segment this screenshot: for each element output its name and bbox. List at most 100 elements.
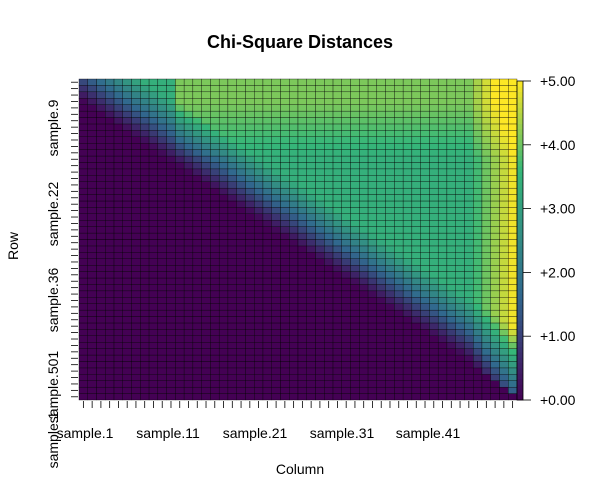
- heatmap-cell: [113, 117, 123, 125]
- heatmap-cell: [280, 374, 290, 381]
- heatmap-cell: [429, 187, 439, 195]
- heatmap-cell: [473, 284, 483, 292]
- heatmap-cell: [315, 143, 325, 150]
- heatmap-cell: [280, 239, 290, 247]
- heatmap-cell: [192, 258, 202, 266]
- heatmap-cell: [78, 194, 88, 202]
- heatmap-cell: [455, 110, 465, 118]
- heatmap-cell: [499, 98, 509, 105]
- heatmap-cell: [429, 181, 439, 189]
- heatmap-cell: [429, 265, 439, 272]
- heatmap-cell: [394, 386, 404, 394]
- heatmap-cell: [289, 342, 299, 349]
- heatmap-cell: [262, 91, 272, 99]
- heatmap-cell: [376, 380, 386, 388]
- heatmap-cell: [385, 239, 395, 247]
- heatmap-cell: [367, 322, 378, 330]
- heatmap-cell: [367, 342, 378, 349]
- heatmap-cell: [315, 258, 325, 266]
- heatmap-cell: [96, 380, 106, 388]
- heatmap-cell: [148, 143, 159, 150]
- heatmap-cell: [254, 143, 264, 150]
- heatmap-cell: [236, 380, 246, 388]
- heatmap-cell: [210, 335, 220, 343]
- x-ticks: [82, 401, 514, 408]
- heatmap-cell: [78, 207, 88, 214]
- heatmap-cell: [166, 181, 176, 189]
- heatmap-cell: [315, 194, 325, 202]
- heatmap-cell: [446, 297, 456, 304]
- heatmap-cell: [490, 393, 500, 401]
- heatmap-cell: [140, 168, 150, 176]
- heatmap-cell: [464, 194, 474, 202]
- heatmap-cell: [429, 316, 439, 324]
- heatmap-cell: [324, 130, 334, 137]
- heatmap-cell: [446, 91, 456, 99]
- heatmap-cell: [227, 277, 237, 285]
- heatmap-cell: [271, 226, 281, 234]
- heatmap-cell: [78, 200, 88, 208]
- heatmap-cell: [437, 284, 448, 292]
- heatmap-cell: [140, 393, 150, 401]
- heatmap-cell: [78, 117, 88, 125]
- heatmap-cell: [341, 374, 351, 381]
- heatmap-cell: [464, 136, 474, 144]
- heatmap-cell: [455, 258, 465, 266]
- heatmap-cell: [473, 303, 483, 311]
- heatmap-cell: [359, 386, 369, 394]
- heatmap-cell: [227, 175, 237, 182]
- heatmap-cell: [262, 386, 272, 394]
- heatmap-cell: [140, 290, 150, 298]
- heatmap-cell: [376, 200, 386, 208]
- heatmap-cell: [376, 367, 386, 375]
- heatmap-cell: [455, 226, 465, 234]
- heatmap-cell: [402, 290, 413, 298]
- heatmap-cell: [324, 91, 334, 99]
- heatmap-cell: [105, 245, 115, 253]
- heatmap-cell: [122, 226, 132, 234]
- heatmap-cell: [262, 136, 272, 144]
- heatmap-cell: [332, 200, 342, 208]
- heatmap-cell: [411, 386, 421, 394]
- heatmap-cell: [402, 393, 413, 401]
- heatmap-cell: [473, 348, 483, 356]
- heatmap-cell: [96, 98, 106, 105]
- heatmap-cell: [113, 245, 123, 253]
- heatmap-cell: [359, 98, 369, 105]
- heatmap-cell: [254, 181, 264, 189]
- heatmap-cell: [201, 386, 211, 394]
- heatmap-cell: [175, 200, 185, 208]
- heatmap-cell: [481, 78, 491, 86]
- heatmap-cell: [96, 175, 106, 182]
- heatmap-cell: [157, 168, 167, 176]
- heatmap-cell: [324, 117, 334, 125]
- heatmap-cell: [183, 271, 194, 279]
- heatmap-cell: [87, 130, 97, 137]
- heatmap-cell: [210, 367, 220, 375]
- heatmap-cell: [87, 168, 97, 176]
- heatmap-cell: [262, 342, 272, 349]
- heatmap-cell: [420, 284, 430, 292]
- heatmap-cell: [105, 374, 115, 381]
- heatmap-cell: [280, 354, 290, 362]
- heatmap-cell: [332, 245, 342, 253]
- heatmap-cell: [166, 367, 176, 375]
- heatmap-cell: [113, 162, 123, 170]
- heatmap-cell: [324, 78, 334, 86]
- heatmap-cell: [210, 78, 220, 86]
- heatmap-cell: [254, 130, 264, 137]
- heatmap-cell: [96, 130, 106, 137]
- heatmap-cell: [420, 226, 430, 234]
- heatmap-cell: [490, 187, 500, 195]
- heatmap-cell: [420, 143, 430, 150]
- heatmap-cell: [446, 361, 456, 369]
- heatmap-cell: [245, 220, 255, 227]
- heatmap-cell: [218, 245, 229, 253]
- heatmap-cell: [429, 348, 439, 356]
- heatmap-cell: [175, 187, 185, 195]
- heatmap-cell: [183, 335, 194, 343]
- heatmap-cell: [218, 239, 229, 247]
- heatmap-cell: [78, 91, 88, 99]
- heatmap-cell: [122, 309, 132, 317]
- heatmap-cell: [236, 175, 246, 182]
